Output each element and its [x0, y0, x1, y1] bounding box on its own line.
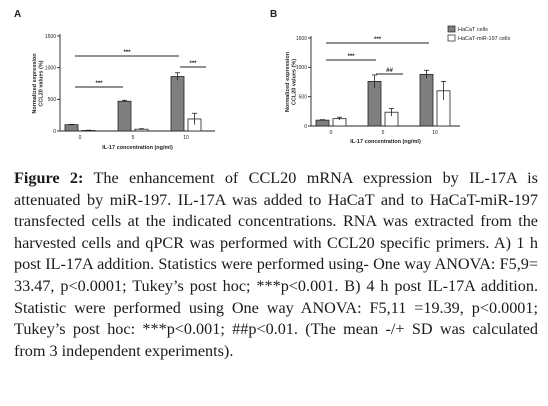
panel-a-y-axis-label: Normalized expressionCCL20 values (%): [32, 53, 45, 114]
panel-a-y-tick-label: 500: [48, 97, 57, 103]
panel-b-legend-swatch: [447, 34, 456, 42]
panel-b-y-tick-label: 1000: [296, 65, 307, 71]
figure-caption: Figure 2: The enhancement of CCL20 mRNA …: [14, 168, 538, 362]
panel-b-x-axis-label: IL-17 concentration (ng/ml): [350, 139, 421, 145]
panel-a-x-tick-label: 5: [132, 135, 135, 141]
panel-b-legend-label: HaCaT cells: [458, 27, 488, 33]
panel-a-bar-s1-0: [64, 124, 79, 132]
panel-b-x-tick-label: 0: [330, 130, 333, 136]
panel-b-y-tick-label: 1500: [296, 36, 307, 42]
panel-b-x-tick-label: 5: [382, 130, 385, 136]
panel-b-significance-label: ***: [347, 54, 355, 60]
panel-a-label: A: [14, 9, 21, 20]
panel-a-significance-label: ***: [95, 81, 103, 87]
panel-b-y-tick-label: 500: [299, 94, 308, 100]
caption-text: The enhancement of CCL20 mRNA expression…: [14, 169, 538, 360]
panel-b-bar-s1-10: [419, 73, 434, 127]
panel-a-bar-s1-5: [117, 100, 132, 132]
panel-b-significance-label: ***: [374, 37, 382, 43]
panel-b-bar-s1-0: [315, 119, 330, 127]
panel-a-significance-label: ***: [123, 50, 131, 56]
panel-a-x-axis-label: IL-17 concentration (ng/ml): [102, 145, 173, 151]
panel-b-legend-swatch: [447, 25, 456, 33]
panel-b-significance-label: ##: [386, 68, 393, 74]
panel-a-y-tick-label: 1000: [45, 65, 56, 71]
panel-a-x-tick-label: 0: [79, 135, 82, 141]
panel-a-y-tick-label: 0: [53, 129, 56, 135]
panel-a-x-tick-label: 10: [183, 135, 189, 141]
panel-b-bar-s1-5: [367, 81, 382, 127]
panel-b-y-axis-label: Normalized expressionCCL20 values (%): [285, 51, 298, 112]
panel-b-x-tick-label: 10: [432, 130, 438, 136]
caption-label: Figure 2:: [14, 169, 84, 187]
panel-b-y-tick-label: 0: [304, 124, 307, 130]
panel-a-y-tick-label: 1500: [45, 34, 56, 40]
panel-a-significance-label: ***: [189, 61, 197, 67]
panel-b-legend-label: HaCaT-miR-197 cells: [458, 36, 511, 42]
panel-a-bar-s1-10: [170, 76, 185, 132]
panel-b-label: B: [270, 9, 277, 20]
